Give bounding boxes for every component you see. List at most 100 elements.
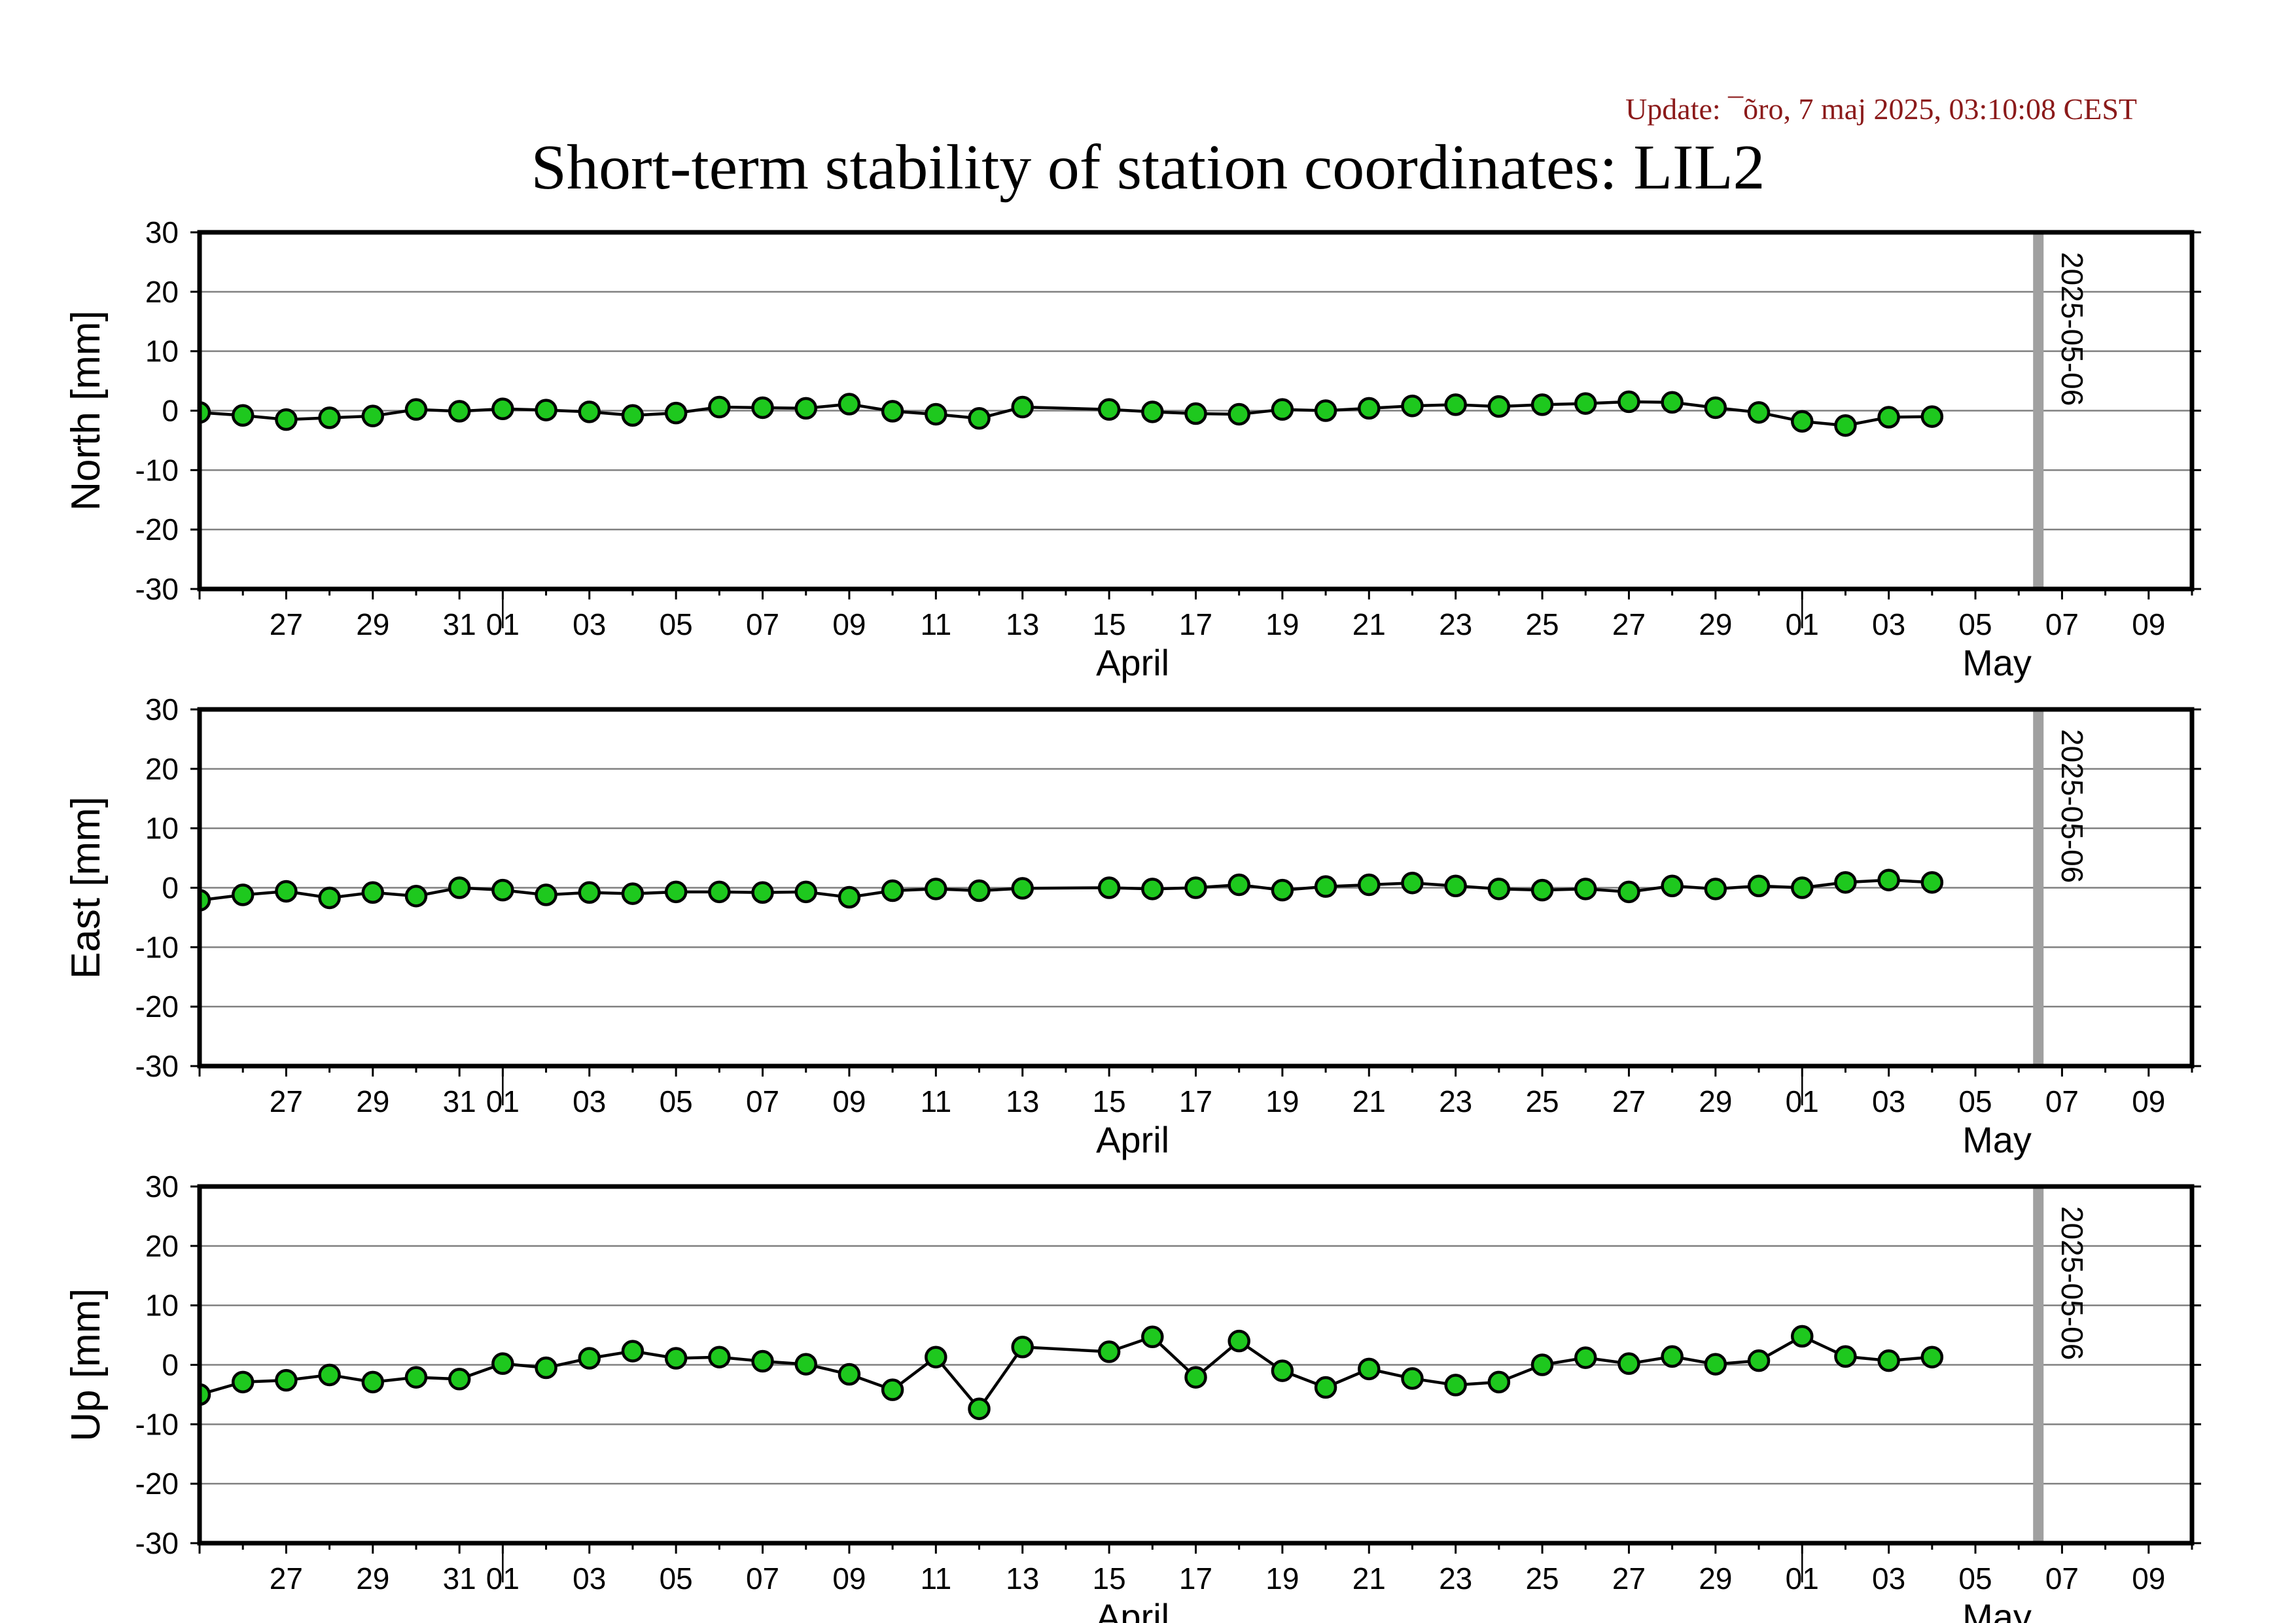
y-tick-label: -10 (135, 1407, 179, 1441)
x-tick-label: 09 (2132, 1084, 2165, 1118)
data-point (1011, 877, 1034, 900)
plot-frame (197, 707, 2195, 1069)
x-tick-label: 27 (1612, 1084, 1646, 1118)
data-point (361, 404, 385, 427)
x-tick-label: 27 (270, 1561, 303, 1596)
x-tick-label: 05 (1958, 1084, 1992, 1118)
update-timestamp: Update: ¯õro, 7 maj 2025, 03:10:08 CEST (1625, 92, 2137, 126)
data-point (1358, 397, 1381, 420)
x-month-label: April (1096, 1119, 1169, 1160)
plot-frame (197, 1184, 2195, 1546)
data-point (621, 1340, 645, 1363)
x-tick-label: 03 (1872, 1084, 1905, 1118)
x-month-label: May (1962, 1596, 2032, 1623)
data-point (200, 401, 211, 424)
x-tick-label: 17 (1179, 1561, 1212, 1596)
data-point (1704, 878, 1727, 901)
data-point (925, 402, 947, 426)
x-month-label: May (1962, 642, 2032, 683)
data-point (1444, 393, 1467, 416)
data-point (318, 406, 341, 429)
data-point (1920, 1346, 1944, 1368)
x-tick-label: 11 (920, 607, 951, 641)
x-tick-label: 07 (2045, 1084, 2079, 1118)
data-point (1530, 878, 1554, 902)
y-tick-label: 30 (145, 1169, 179, 1204)
data-point (404, 884, 428, 908)
y-tick-label: -20 (135, 512, 179, 546)
data-point (1834, 871, 1857, 894)
data-point (318, 886, 341, 910)
x-tick-label: 01 (486, 1084, 520, 1118)
y-tick-label: -20 (135, 990, 179, 1024)
x-tick-label: 11 (920, 1561, 951, 1596)
x-tick-label: 27 (270, 1084, 303, 1118)
data-point (1704, 1353, 1727, 1376)
x-tick-label: 05 (660, 1561, 693, 1596)
data-point (404, 1366, 428, 1389)
x-tick-label: 23 (1439, 1561, 1472, 1596)
series-line (200, 1334, 1932, 1412)
x-tick-label: 19 (1265, 1084, 1299, 1118)
x-tick-label: 03 (573, 607, 606, 641)
data-point (535, 1356, 557, 1380)
x-tick-label: 01 (1786, 1084, 1819, 1118)
y-tick-label: 0 (162, 1348, 179, 1382)
x-tick-label: 09 (2132, 607, 2165, 641)
data-point (1487, 878, 1511, 901)
data-point (1790, 410, 1814, 433)
x-tick-label: 05 (1958, 1561, 1992, 1596)
data-point (794, 1353, 817, 1376)
data-point (664, 1347, 688, 1370)
data-point (1141, 878, 1164, 901)
data-point (1401, 394, 1424, 418)
y-axis-label: East [mm] (63, 796, 109, 979)
x-tick-label: 07 (746, 1561, 779, 1596)
x-tick-label: 23 (1439, 607, 1472, 641)
x-tick-label: 05 (660, 1084, 693, 1118)
data-point (1790, 876, 1814, 899)
data-point (1314, 399, 1337, 422)
y-tick-label: 20 (145, 275, 179, 309)
data-point (1834, 414, 1857, 437)
data-point (925, 1346, 947, 1368)
data-point (578, 401, 601, 423)
data-point (231, 404, 255, 427)
data-point (535, 399, 557, 421)
data-point (1358, 873, 1381, 897)
data-point (838, 393, 861, 416)
data-point (1097, 876, 1121, 899)
x-tick-label: 05 (660, 607, 693, 641)
data-point (794, 880, 817, 904)
data-point (1184, 876, 1207, 899)
data-point (1920, 871, 1944, 894)
x-tick-label: 07 (2045, 607, 2079, 641)
data-point (491, 1352, 514, 1375)
x-month-label: April (1096, 642, 1169, 683)
data-point (535, 883, 557, 906)
x-tick-label: 21 (1352, 1084, 1386, 1118)
data-point (1617, 1352, 1640, 1375)
y-tick-label: 30 (145, 692, 179, 726)
x-tick-label: 27 (1612, 1561, 1646, 1596)
data-point (838, 1363, 861, 1386)
data-point (968, 879, 991, 902)
data-point (664, 401, 688, 425)
data-point (751, 396, 774, 419)
x-tick-label: 09 (832, 607, 866, 641)
x-tick-label: 09 (832, 1561, 866, 1596)
date-marker-label: 2025-05-06 (2055, 729, 2089, 883)
y-tick-label: 20 (145, 752, 179, 786)
x-tick-label: 31 (443, 607, 476, 641)
data-point (1271, 398, 1294, 421)
data-point (1574, 392, 1597, 415)
x-tick-label: 15 (1093, 1561, 1126, 1596)
data-point (404, 398, 428, 421)
data-point (1141, 401, 1164, 423)
data-point (621, 882, 645, 905)
data-point (1574, 1346, 1597, 1369)
x-tick-label: 27 (1612, 607, 1646, 641)
data-point (1704, 396, 1727, 419)
data-point (1271, 878, 1294, 902)
